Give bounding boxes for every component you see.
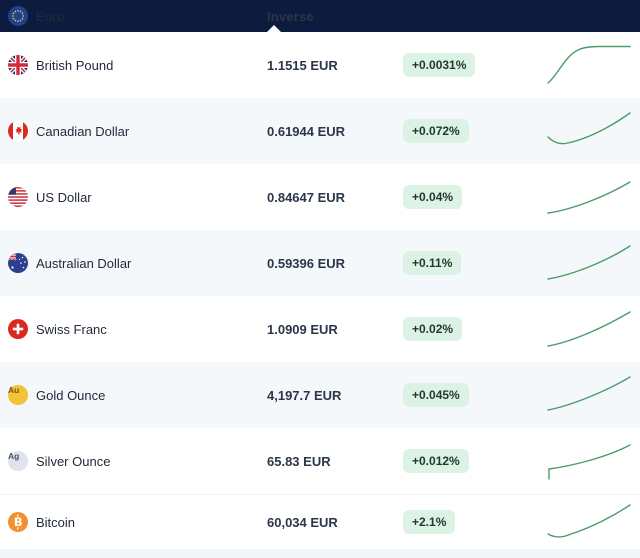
inverse-rate: 0.59396 EUR <box>267 255 346 271</box>
sparkline-chart <box>545 43 640 87</box>
table-row[interactable]: Canadian Dollar 0.61944 EUR +0.072% <box>0 98 640 164</box>
eu-flag-icon <box>8 6 36 26</box>
table-row[interactable]: Swiss Franc 1.0909 EUR +0.02% <box>0 296 640 362</box>
table-row[interactable]: Au Gold Ounce 4,197.7 EUR +0.045% <box>0 362 640 428</box>
sparkline-chart <box>545 373 640 417</box>
sort-caret-icon <box>267 25 281 32</box>
table-header: Euro Inverse <box>0 0 640 32</box>
sparkline-chart <box>545 500 640 544</box>
inverse-rate: 1.1515 EUR <box>267 57 338 73</box>
next-row-peek <box>0 549 640 558</box>
table-row[interactable]: Ag Silver Ounce 65.83 EUR +0.012% <box>0 428 640 494</box>
silver-coin-icon: Ag <box>8 451 36 471</box>
ca-flag-icon <box>8 121 36 141</box>
change-badge: +0.11% <box>403 250 462 276</box>
table-row[interactable]: B Bitcoin 60,034 EUR +2.1% <box>0 494 640 549</box>
currency-name: Bitcoin <box>36 514 76 530</box>
currency-name: Canadian Dollar <box>36 123 130 139</box>
inverse-rate: 65.83 EUR <box>267 453 331 469</box>
svg-text:B: B <box>14 515 23 529</box>
sparkline-chart <box>545 241 640 285</box>
sparkline-chart <box>545 175 640 219</box>
rates-table-body: British Pound 1.1515 EUR +0.0031% Canadi… <box>0 32 640 549</box>
currency-name: British Pound <box>36 57 114 73</box>
ch-flag-icon <box>8 319 36 339</box>
currency-name: Swiss Franc <box>36 321 107 337</box>
currency-name: Australian Dollar <box>36 255 132 271</box>
bitcoin-icon: B <box>8 512 36 532</box>
gb-flag-icon <box>8 55 36 75</box>
inverse-rate: 1.0909 EUR <box>267 321 338 337</box>
currency-name: Silver Ounce <box>36 453 111 469</box>
base-currency-label: Euro <box>36 8 65 24</box>
inverse-rate: 0.84647 EUR <box>267 189 346 205</box>
change-badge: +0.012% <box>403 448 469 474</box>
change-badge: +0.02% <box>403 316 463 342</box>
sparkline-chart <box>545 439 640 483</box>
us-flag-icon <box>8 187 36 207</box>
table-row[interactable]: US Dollar 0.84647 EUR +0.04% <box>0 164 640 230</box>
currency-name: US Dollar <box>36 189 92 205</box>
currency-name: Gold Ounce <box>36 387 106 403</box>
inverse-rate: 4,197.7 EUR <box>267 387 342 403</box>
change-badge: +0.045% <box>403 382 469 408</box>
inverse-rate: 60,034 EUR <box>267 514 338 530</box>
table-row[interactable]: British Pound 1.1515 EUR +0.0031% <box>0 32 640 98</box>
change-badge: +0.04% <box>403 184 463 210</box>
au-flag-icon <box>8 253 36 273</box>
inverse-column-header[interactable]: Inverse <box>267 8 314 24</box>
inverse-rate: 0.61944 EUR <box>267 123 346 139</box>
sparkline-chart <box>545 307 640 351</box>
change-badge: +0.0031% <box>403 52 476 78</box>
table-row[interactable]: Australian Dollar 0.59396 EUR +0.11% <box>0 230 640 296</box>
change-badge: +2.1% <box>403 509 456 535</box>
change-badge: +0.072% <box>403 118 469 144</box>
gold-coin-icon: Au <box>8 385 36 405</box>
sparkline-chart <box>545 109 640 153</box>
